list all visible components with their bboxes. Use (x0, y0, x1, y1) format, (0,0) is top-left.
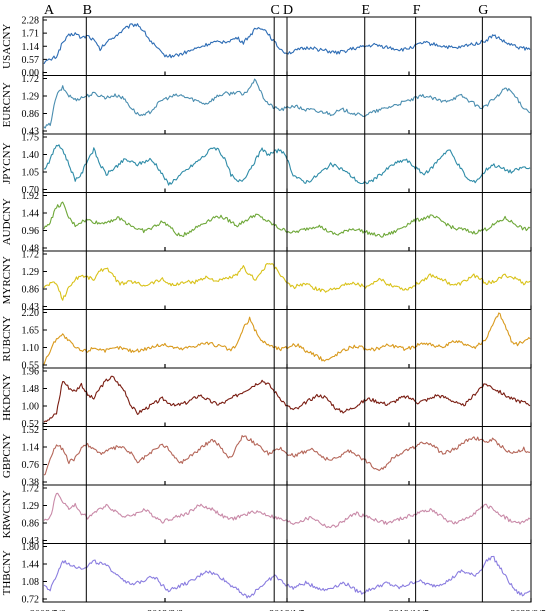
y-tick-label: 0.48 (22, 244, 40, 255)
panel-gbpcny: 0.38 0.76 1.14 1.52 GBPCNY (1, 425, 532, 489)
panel-label: USACNY (1, 24, 13, 69)
y-tick-label: 0.72 (22, 595, 40, 606)
y-tick-label: 1.14 (22, 42, 40, 53)
y-tick-label: 1.29 (22, 501, 40, 512)
event-marker-c: C (271, 3, 280, 602)
y-tick-label: 1.40 (22, 150, 40, 161)
y-tick-label: 1.00 (22, 402, 40, 413)
y-tick-label: 0.57 (22, 55, 40, 66)
y-tick-label: 0.43 (22, 536, 40, 547)
panel-usacny: 0.00 0.57 1.14 1.71 2.28 USACNY (1, 16, 532, 79)
y-tick-label: 1.72 (22, 484, 40, 495)
y-tick-label: 0.00 (22, 68, 40, 79)
event-marker-f: F (413, 3, 421, 602)
y-tick-label: 1.52 (22, 425, 40, 436)
y-tick-label: 1.72 (22, 250, 40, 261)
y-tick-label: 0.86 (22, 109, 40, 120)
panel-label: JPYCNY (1, 142, 13, 184)
y-tick-label: 1.10 (22, 343, 40, 354)
y-tick-label: 1.29 (22, 267, 40, 278)
event-marker-a: A (42, 3, 55, 602)
panel-eurcny: 0.43 0.86 1.29 1.72 EURCNY (1, 74, 532, 138)
panel-label: EURCNY (1, 82, 13, 127)
y-tick-label: 1.14 (22, 443, 40, 454)
x-tick-label: 2019/11/5 (389, 609, 429, 611)
y-tick-label: 2.28 (22, 16, 40, 27)
panel-krwcny: 0.43 0.86 1.29 1.72 KRWCNY (1, 484, 532, 547)
event-label: C (271, 3, 280, 18)
event-label: F (413, 3, 421, 18)
panel-label: RUBCNY (1, 316, 13, 362)
y-tick-label: 1.48 (22, 384, 40, 395)
panel-audcny: 0.48 0.96 1.44 1.92 AUDCNY (1, 191, 532, 255)
y-tick-label: 1.71 (22, 29, 40, 40)
panel-label: HKDCNY (1, 374, 13, 421)
event-marker-b: B (83, 3, 92, 602)
y-tick-label: 1.72 (22, 74, 40, 85)
panel-jpycny: 0.70 1.05 1.40 1.75 JPYCNY (1, 133, 532, 196)
x-tick-label: 2008/5/6 (30, 609, 66, 611)
y-tick-label: 1.96 (22, 367, 40, 378)
panels-layer: 0.00 0.57 1.14 1.71 2.28 USACNY 0.43 0.86 1.29 1.… (1, 16, 532, 606)
y-tick-label: 0.76 (22, 460, 40, 471)
x-tick-label: 2016/1/5 (269, 609, 305, 611)
event-label: A (44, 3, 55, 18)
y-tick-label: 0.96 (22, 226, 40, 237)
event-marker-d: D (283, 3, 293, 602)
panel-label: KRWCNY (1, 490, 13, 538)
panel-rubcny: 0.55 1.10 1.65 2.20 RUBCNY (1, 308, 532, 372)
x-tick-label: 2023/9/5 (510, 609, 546, 611)
y-tick-label: 1.44 (22, 209, 40, 220)
panel-label: THBCNY (1, 550, 13, 595)
y-tick-label: 1.75 (22, 133, 40, 144)
y-tick-label: 0.52 (22, 419, 40, 430)
event-marker-g: G (478, 3, 488, 602)
y-tick-label: 1.08 (22, 577, 40, 588)
y-tick-label: 1.29 (22, 92, 40, 103)
y-tick-label: 1.05 (22, 168, 40, 179)
y-tick-label: 0.38 (22, 478, 40, 489)
y-tick-label: 1.65 (22, 326, 40, 337)
panel-thbcny: 0.72 1.08 1.44 1.80 THBCNY (1, 542, 532, 606)
event-label: D (283, 3, 293, 18)
y-tick-label: 1.80 (22, 542, 40, 553)
x-axis-layer: 2008/5/6 2012/3/6 2016/1/5 2019/11/5 2023/9/… (30, 609, 546, 611)
panel-label: MYRCNY (1, 256, 13, 304)
x-tick-label: 2012/3/6 (147, 609, 183, 611)
y-tick-label: 0.86 (22, 519, 40, 530)
panel-myrcny: 0.43 0.86 1.29 1.72 MYRCNY (1, 250, 532, 313)
y-tick-label: 0.43 (22, 302, 40, 313)
panel-label: AUDCNY (1, 198, 13, 245)
event-label: B (83, 3, 92, 18)
event-label: E (361, 3, 370, 18)
y-tick-label: 1.92 (22, 191, 40, 202)
event-label: G (478, 3, 488, 18)
panel-label: GBPCNY (1, 433, 13, 478)
y-tick-label: 2.20 (22, 308, 40, 319)
event-marker-e: E (361, 3, 370, 602)
y-tick-label: 0.86 (22, 285, 40, 296)
y-tick-label: 0.70 (22, 185, 40, 196)
panel-hkdcny: 0.52 1.00 1.48 1.96 HKDCNY (1, 367, 532, 430)
y-tick-label: 1.44 (22, 560, 40, 571)
y-tick-label: 0.43 (22, 127, 40, 138)
y-tick-label: 0.55 (22, 361, 40, 372)
